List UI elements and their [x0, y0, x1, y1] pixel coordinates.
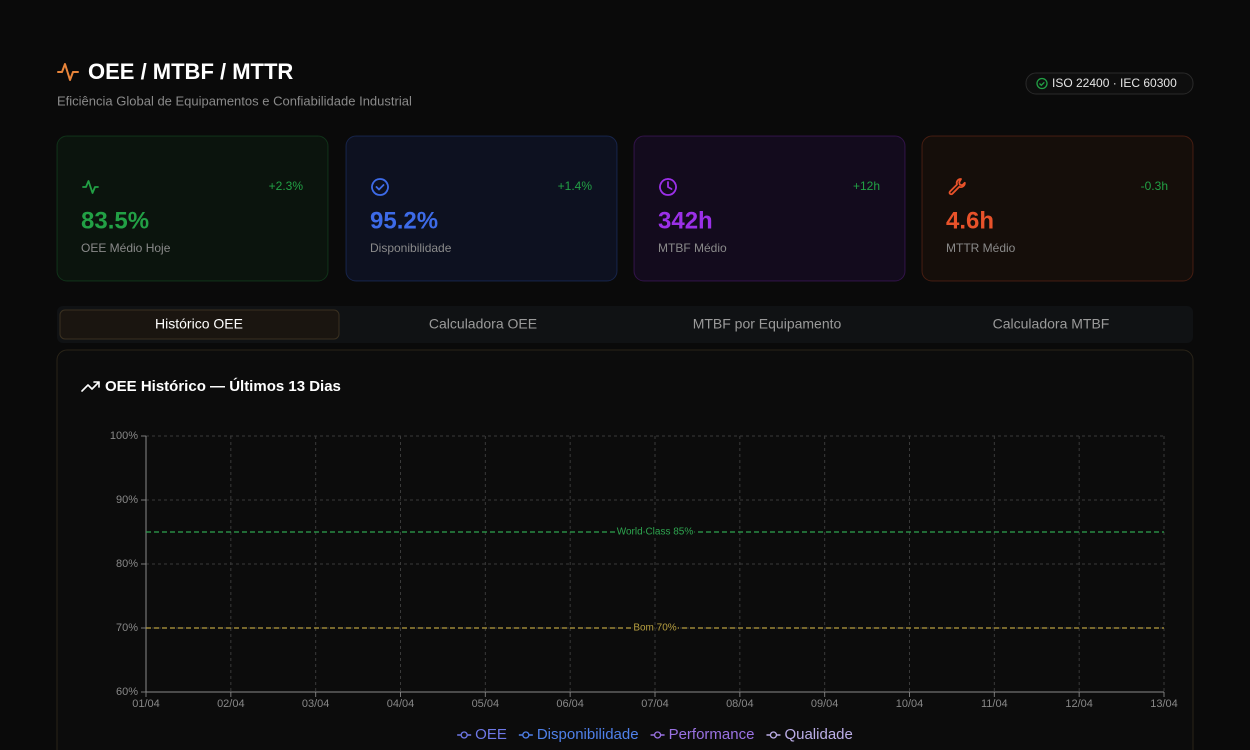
kpi-label: Disponibilidade	[370, 241, 452, 255]
kpi-card	[633, 135, 906, 282]
kpi-change: +12h	[853, 179, 880, 193]
x-tick-label: 06/04	[556, 698, 584, 710]
chart-title: OEE Histórico — Últimos 13 Dias	[105, 377, 341, 395]
x-tick-label: 08/04	[726, 698, 754, 710]
tab[interactable]: Histórico OEE	[155, 316, 243, 332]
page-title: OEE / MTBF / MTTR	[88, 59, 293, 84]
chart-panel	[56, 349, 1194, 750]
kpi-change: +1.4%	[558, 179, 593, 193]
legend-swatch-dot	[460, 731, 468, 739]
reference-label: Bom 70%	[633, 623, 676, 634]
badge	[1025, 72, 1194, 95]
legend-label: OEE	[475, 726, 507, 743]
kpi-value: 95.2%	[370, 207, 438, 234]
kpi-value: 4.6h	[946, 207, 994, 234]
y-tick-label: 70%	[116, 622, 138, 634]
tab-active-bg	[59, 309, 340, 340]
page-subtitle: Eficiência Global de Equipamentos e Conf…	[57, 93, 412, 108]
x-tick-label: 09/04	[811, 698, 839, 710]
kpi-icon	[659, 178, 677, 196]
kpi-change: -0.3h	[1141, 179, 1168, 193]
x-tick-label: 07/04	[641, 698, 669, 710]
kpi-card	[921, 135, 1194, 282]
x-tick-label: 05/04	[472, 698, 500, 710]
kpi-icon	[371, 178, 389, 196]
kpi-change: +2.3%	[269, 179, 304, 193]
tab[interactable]: Calculadora OEE	[429, 316, 537, 332]
legend-label: Qualidade	[784, 726, 852, 743]
legend-swatch-dot	[769, 731, 778, 739]
x-tick-label: 04/04	[387, 698, 415, 710]
kpi-value: 83.5%	[81, 207, 149, 234]
kpi-label: MTTR Médio	[946, 241, 1016, 255]
x-tick-label: 01/04	[132, 698, 160, 710]
legend-label: Disponibilidade	[537, 726, 639, 743]
legend-swatch-dot	[522, 731, 530, 739]
x-tick-label: 13/04	[1150, 698, 1178, 710]
x-tick-label: 03/04	[302, 698, 330, 710]
y-tick-label: 90%	[116, 494, 138, 506]
x-tick-label: 12/04	[1065, 698, 1093, 710]
kpi-icon	[948, 178, 966, 196]
badge-text: ISO 22400 · IEC 60300	[1052, 76, 1177, 90]
badge-icon	[1036, 77, 1048, 90]
kpi-card	[345, 135, 618, 282]
kpi-label: OEE Médio Hoje	[81, 241, 171, 255]
kpi-icon	[82, 180, 99, 194]
kpi-label: MTBF Médio	[658, 241, 727, 255]
kpi-card	[56, 135, 329, 282]
x-tick-label: 11/04	[981, 698, 1008, 710]
legend-label: Performance	[669, 726, 755, 743]
y-tick-label: 80%	[116, 558, 138, 570]
tab[interactable]: Calculadora MTBF	[993, 316, 1110, 332]
kpi-value: 342h	[658, 207, 713, 234]
header-icon	[57, 63, 79, 81]
legend-swatch-dot	[653, 731, 662, 739]
y-tick-label: 60%	[116, 686, 138, 698]
reference-label: World Class 85%	[617, 527, 694, 538]
chart-icon	[81, 381, 100, 392]
legend: OEE Disponibilidade Performance Qualidade	[457, 726, 853, 743]
tab-bar	[57, 306, 1193, 343]
badge-check	[1039, 81, 1045, 87]
x-tick-label: 10/04	[896, 698, 924, 710]
tab[interactable]: MTBF por Equipamento	[693, 316, 842, 332]
y-tick-label: 100%	[110, 430, 138, 442]
x-tick-label: 02/04	[217, 698, 245, 710]
